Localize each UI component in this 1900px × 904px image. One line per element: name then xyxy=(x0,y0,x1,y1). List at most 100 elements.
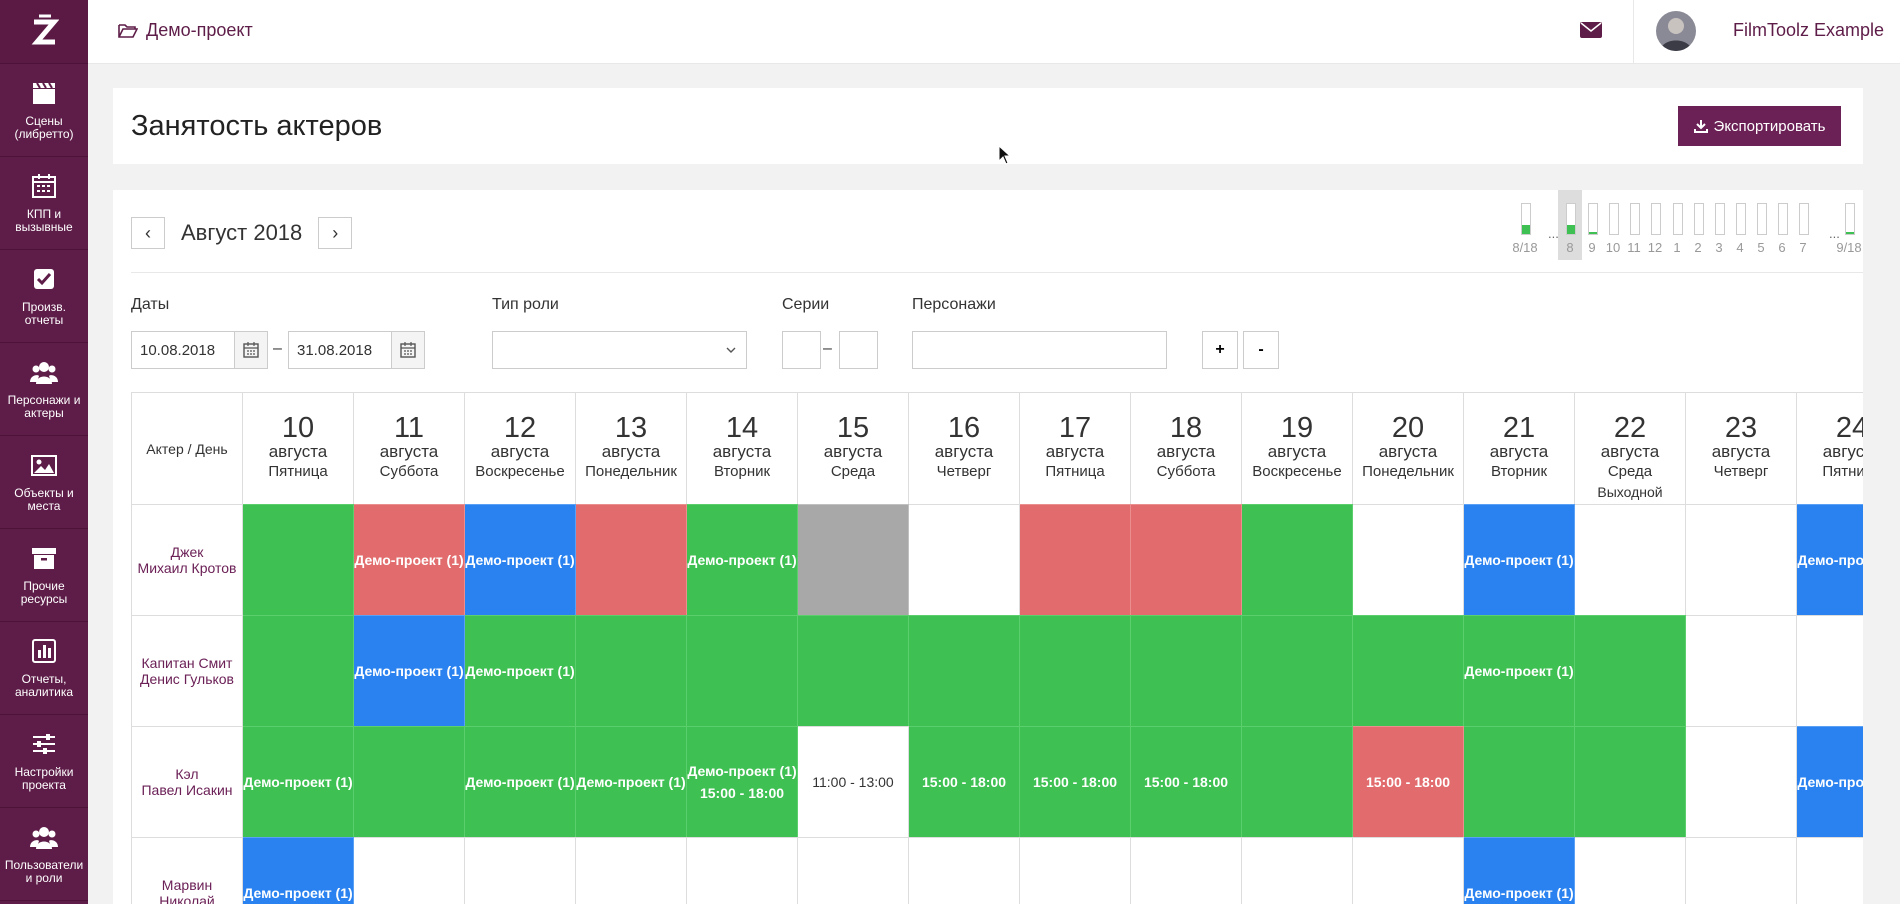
schedule-cell[interactable]: Демо-проект (1) xyxy=(465,504,576,615)
schedule-cell[interactable]: Демо-проект (1) xyxy=(354,615,465,726)
schedule-cell[interactable]: Демо-проект (1) xyxy=(243,726,354,837)
schedule-cell[interactable] xyxy=(687,615,798,726)
schedule-cell[interactable] xyxy=(1575,504,1686,615)
schedule-cell[interactable] xyxy=(1575,837,1686,904)
episode-item[interactable]: 2 xyxy=(1686,190,1710,260)
sidebar-item-1[interactable]: КПП и вызывные xyxy=(0,157,88,250)
schedule-cell[interactable] xyxy=(798,504,909,615)
schedule-cell[interactable] xyxy=(354,726,465,837)
schedule-cell[interactable]: Демо-проект (1) xyxy=(1797,504,1863,615)
schedule-cell[interactable]: Демо-проект (1) xyxy=(354,504,465,615)
schedule-cell[interactable] xyxy=(1575,726,1686,837)
export-button[interactable]: Экспортировать xyxy=(1678,106,1841,146)
schedule-cell[interactable]: Демо-проект (1) xyxy=(243,837,354,904)
actor-row-label[interactable]: Джек Михаил Кротов xyxy=(131,504,243,615)
episode-item[interactable]: 12 xyxy=(1643,190,1667,260)
user-name[interactable]: FilmToolz Example xyxy=(1733,20,1885,40)
schedule-cell[interactable] xyxy=(909,837,1020,904)
schedule-cell[interactable] xyxy=(798,615,909,726)
schedule-cell[interactable] xyxy=(1686,726,1797,837)
schedule-cell[interactable] xyxy=(576,504,687,615)
series-to-input[interactable] xyxy=(839,331,878,369)
actor-row-label[interactable]: Марвин Николай xyxy=(131,837,243,904)
schedule-cell[interactable] xyxy=(1575,615,1686,726)
schedule-cell[interactable] xyxy=(909,504,1020,615)
schedule-cell[interactable] xyxy=(576,837,687,904)
episode-item[interactable]: 11 xyxy=(1622,190,1646,260)
episode-item[interactable]: 7 xyxy=(1791,190,1815,260)
schedule-cell[interactable] xyxy=(1131,615,1242,726)
episode-item[interactable]: 1 xyxy=(1665,190,1689,260)
schedule-cell[interactable]: Демо-проект (1) xyxy=(465,726,576,837)
schedule-cell[interactable]: Демо-проект (1) xyxy=(576,726,687,837)
user-avatar[interactable] xyxy=(1656,11,1696,51)
role-type-select[interactable] xyxy=(492,331,747,369)
episode-item[interactable]: 9 xyxy=(1580,190,1604,260)
app-logo[interactable] xyxy=(0,0,88,64)
schedule-cell[interactable]: Демо-проект (1) xyxy=(1464,615,1575,726)
add-row-button[interactable]: + xyxy=(1202,331,1238,369)
schedule-cell[interactable]: Демо-проект (1) xyxy=(1464,837,1575,904)
sidebar-item-4[interactable]: Объекты и места xyxy=(0,436,88,529)
schedule-cell[interactable] xyxy=(1353,615,1464,726)
date-to-input[interactable]: 31.08.2018 xyxy=(288,331,392,369)
schedule-cell[interactable] xyxy=(687,837,798,904)
schedule-cell[interactable]: Демо-проект (1) xyxy=(1797,726,1863,837)
schedule-cell[interactable] xyxy=(1686,837,1797,904)
schedule-cell[interactable] xyxy=(1353,837,1464,904)
schedule-cell[interactable]: Демо-проект (1) 15:00 - 18:00 xyxy=(687,726,798,837)
next-month-button[interactable]: › xyxy=(318,217,353,249)
schedule-cell[interactable]: 11:00 - 13:00 xyxy=(798,726,909,837)
schedule-cell[interactable]: 15:00 - 18:00 xyxy=(1353,726,1464,837)
schedule-cell[interactable] xyxy=(243,615,354,726)
schedule-cell[interactable]: Демо-проект (1) xyxy=(1464,504,1575,615)
schedule-cell[interactable] xyxy=(1686,504,1797,615)
schedule-cell[interactable] xyxy=(576,615,687,726)
series-from-input[interactable] xyxy=(782,331,821,369)
episode-item[interactable]: 5 xyxy=(1749,190,1773,260)
sidebar-item-3[interactable]: Персонажи и актеры xyxy=(0,343,88,436)
episode-item[interactable]: 3 xyxy=(1707,190,1731,260)
schedule-cell[interactable] xyxy=(1131,504,1242,615)
schedule-cell[interactable]: 15:00 - 18:00 xyxy=(1020,726,1131,837)
schedule-cell[interactable] xyxy=(1242,726,1353,837)
remove-row-button[interactable]: - xyxy=(1243,331,1279,369)
date-to-calendar-button[interactable] xyxy=(391,331,425,369)
episode-item[interactable]: 10 xyxy=(1601,190,1625,260)
schedule-cell[interactable] xyxy=(1020,504,1131,615)
schedule-cell[interactable] xyxy=(1020,615,1131,726)
schedule-cell[interactable] xyxy=(1464,726,1575,837)
actor-row-label[interactable]: Кэл Павел Исакин xyxy=(131,726,243,837)
episode-item[interactable]: 9/18 xyxy=(1836,190,1862,260)
schedule-cell[interactable]: 15:00 - 18:00 xyxy=(909,726,1020,837)
episode-item[interactable]: 8/18 xyxy=(1512,190,1538,260)
schedule-cell[interactable]: Демо-проект (1) xyxy=(465,615,576,726)
characters-input[interactable] xyxy=(912,331,1167,369)
prev-month-button[interactable]: ‹ xyxy=(131,217,165,249)
sidebar-item-2[interactable]: Произв. отчеты xyxy=(0,250,88,343)
episode-item[interactable]: 8 xyxy=(1558,190,1582,260)
sidebar-item-8[interactable]: Пользователи и роли xyxy=(0,808,88,901)
sidebar-item-5[interactable]: Прочие ресурсы xyxy=(0,529,88,622)
date-from-input[interactable]: 10.08.2018 xyxy=(131,331,235,369)
actor-row-label[interactable]: Капитан Смит Денис Гульков xyxy=(131,615,243,726)
schedule-cell[interactable] xyxy=(1020,837,1131,904)
schedule-cell[interactable]: Демо-проект (1) xyxy=(687,504,798,615)
schedule-cell[interactable] xyxy=(798,837,909,904)
schedule-cell[interactable] xyxy=(243,504,354,615)
schedule-cell[interactable] xyxy=(1242,615,1353,726)
schedule-cell[interactable] xyxy=(1686,615,1797,726)
schedule-cell[interactable] xyxy=(1242,837,1353,904)
schedule-cell[interactable] xyxy=(1242,504,1353,615)
schedule-cell[interactable] xyxy=(909,615,1020,726)
project-breadcrumb[interactable]: Демо-проект xyxy=(118,20,253,41)
schedule-cell[interactable] xyxy=(1131,837,1242,904)
schedule-cell[interactable] xyxy=(1797,837,1863,904)
schedule-cell[interactable]: 15:00 - 18:00 xyxy=(1131,726,1242,837)
episode-item[interactable]: 4 xyxy=(1728,190,1752,260)
messages-button[interactable] xyxy=(1580,21,1602,44)
date-from-calendar-button[interactable] xyxy=(234,331,268,369)
sidebar-item-0[interactable]: Сцены (либретто) xyxy=(0,64,88,157)
schedule-cell[interactable] xyxy=(1353,504,1464,615)
episode-item[interactable]: 6 xyxy=(1770,190,1794,260)
